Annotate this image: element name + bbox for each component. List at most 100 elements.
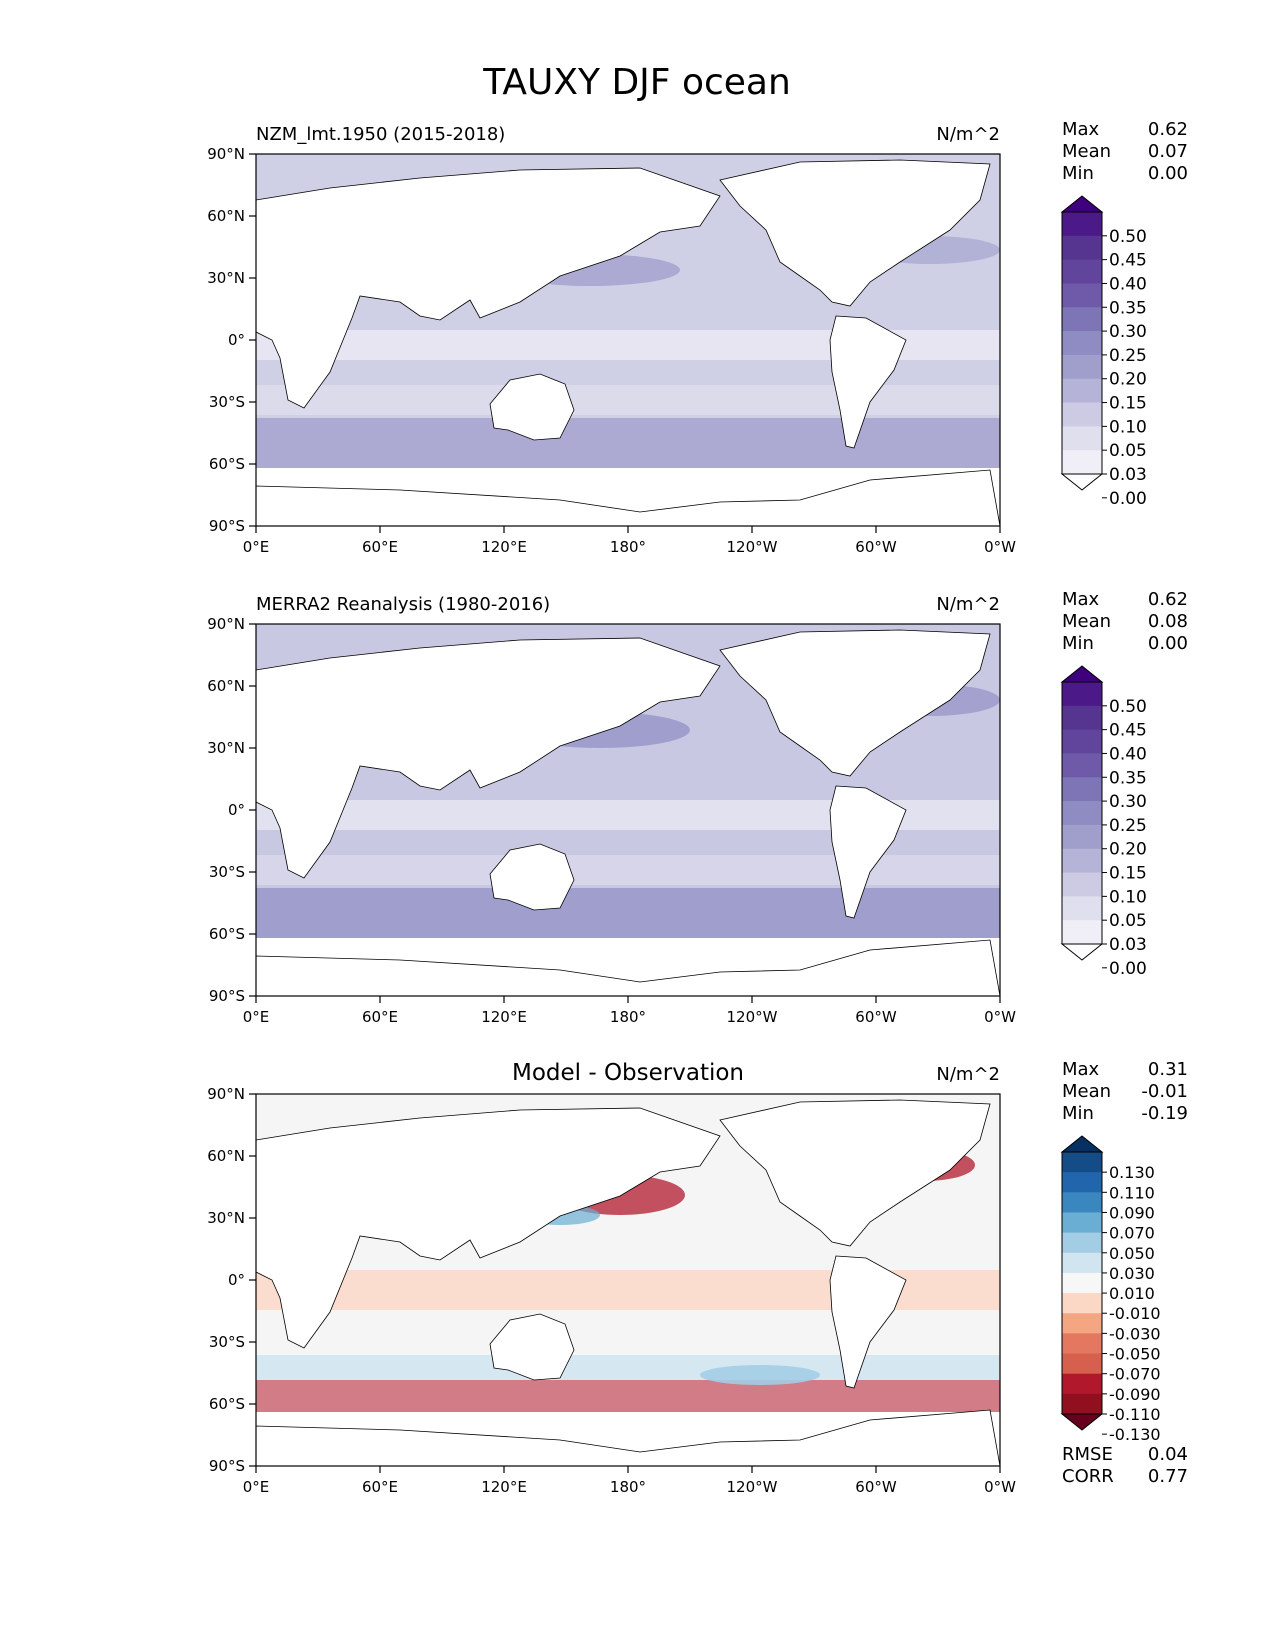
colorbar-tick-label: 0.30 — [1109, 792, 1147, 812]
metric-value-corr: 0.77 — [1148, 1466, 1188, 1487]
stat-label-max: Max — [1062, 1059, 1100, 1080]
lon-tick-label: 0°E — [243, 538, 270, 556]
lat-tick-label: 30°N — [207, 269, 245, 287]
colorbar-tick-label: 0.05 — [1109, 441, 1147, 461]
panel-observation: MERRA2 Reanalysis (1980-2016) N/m^2 90°N… — [207, 589, 1188, 1026]
colorbar-tick-label: 0.00 — [1109, 959, 1147, 979]
lat-tick-label: 30°S — [209, 1333, 245, 1351]
colorbar-tick-label: -0.070 — [1109, 1365, 1161, 1384]
lat-tick-label: 60°N — [207, 677, 245, 695]
map-plot — [256, 1094, 1000, 1466]
colorbar-segment — [1062, 1293, 1102, 1314]
land-south-america — [829, 315, 907, 449]
lat-tick-label: 60°S — [209, 1395, 245, 1413]
panel-model: NZM_lmt.1950 (2015-2018) N/m^2 90°N 60°N 3… — [207, 119, 1188, 556]
anomaly-south-pacific — [700, 1365, 820, 1385]
colorbar-tick-label: 0.45 — [1109, 721, 1147, 741]
band-midlat-negative — [256, 1355, 1000, 1380]
band-subtropics-south — [256, 855, 1000, 885]
colorbar-tick-label: 0.20 — [1109, 840, 1147, 860]
panel-units: N/m^2 — [936, 1064, 1000, 1085]
stat-label-mean: Mean — [1062, 611, 1111, 632]
land-south-america — [829, 785, 907, 919]
lon-tick-label: 120°E — [481, 1478, 527, 1496]
lat-tick-label: 0° — [228, 331, 245, 349]
land-australia — [489, 1313, 575, 1381]
colorbar-segment — [1062, 1252, 1102, 1274]
lat-tick-label: 90°S — [209, 517, 245, 535]
colorbar-segment — [1062, 1272, 1102, 1294]
colorbar-extend-min — [1060, 943, 1104, 961]
colorbar-segment — [1062, 1152, 1102, 1173]
band-southern-ocean — [256, 1380, 1000, 1412]
panel-title: MERRA2 Reanalysis (1980-2016) — [256, 594, 550, 615]
colorbar-extend-min — [1060, 1413, 1104, 1431]
colorbar-tick-label: 0.10 — [1109, 417, 1147, 437]
colorbar-extend-max — [1060, 195, 1104, 213]
map-plot — [256, 154, 1000, 526]
colorbar-segment — [1062, 920, 1102, 945]
colorbar-tick-label: 0.25 — [1109, 816, 1147, 836]
colorbar-segment — [1062, 801, 1102, 826]
colorbar-tick-label: 0.00 — [1109, 489, 1147, 509]
colorbar-segment — [1062, 1333, 1102, 1355]
colorbar-segment — [1062, 283, 1102, 308]
land-north-america — [719, 159, 991, 307]
colorbar-tick-label: 0.35 — [1109, 298, 1147, 318]
lat-tick-label: 0° — [228, 801, 245, 819]
lon-axis: 0°E 60°E 120°E 180° 120°W 60°W 0°W — [243, 996, 1016, 1026]
lon-tick-label: 0°W — [984, 1008, 1016, 1026]
lon-tick-label: 60°W — [855, 1008, 897, 1026]
band-southern-ocean — [256, 888, 1000, 938]
land-north-america — [719, 629, 991, 777]
metric-label-rmse: RMSE — [1062, 1444, 1113, 1465]
colorbar-tick-label: 0.35 — [1109, 768, 1147, 788]
colorbar-tick-label: 0.50 — [1109, 227, 1147, 247]
colorbar-segment — [1062, 450, 1102, 475]
lon-tick-label: 60°E — [362, 1478, 398, 1496]
lat-tick-label: 60°N — [207, 207, 245, 225]
stat-value-mean: -0.01 — [1141, 1081, 1188, 1102]
land-eurasia-africa — [256, 167, 721, 409]
band-subtropics-south — [256, 385, 1000, 415]
colorbar-segment — [1062, 896, 1102, 921]
colorbar-tick-label: 0.050 — [1109, 1244, 1155, 1263]
colorbar-tick-label: 0.45 — [1109, 251, 1147, 271]
lat-axis: 90°N 60°N 30°N 0° 30°S 60°S 90°S — [207, 1085, 256, 1475]
stat-value-min: 0.00 — [1148, 633, 1188, 654]
colorbar-tick-label: -0.030 — [1109, 1324, 1161, 1343]
colorbar-tick-label: 0.25 — [1109, 346, 1147, 366]
lon-tick-label: 0°E — [243, 1008, 270, 1026]
colorbar-segment — [1062, 753, 1102, 778]
lon-tick-label: 180° — [610, 1478, 646, 1496]
lon-tick-label: 0°W — [984, 538, 1016, 556]
land-eurasia-africa — [256, 1107, 721, 1349]
colorbar-tick-label: 0.30 — [1109, 322, 1147, 342]
colorbar-tick-label: 0.40 — [1109, 744, 1147, 764]
lon-tick-label: 120°W — [727, 1478, 778, 1496]
lat-tick-label: 60°S — [209, 925, 245, 943]
colorbar-tick-label: 0.110 — [1109, 1183, 1155, 1202]
land-antarctica — [256, 1409, 1000, 1466]
lat-tick-label: 60°N — [207, 1147, 245, 1165]
panel-title: NZM_lmt.1950 (2015-2018) — [256, 124, 505, 145]
stat-label-min: Min — [1062, 1103, 1094, 1124]
land-antarctica — [256, 939, 1000, 996]
colorbar-tick-label: 0.40 — [1109, 274, 1147, 294]
lat-tick-label: 90°S — [209, 1457, 245, 1475]
lon-tick-label: 0°W — [984, 1478, 1016, 1496]
lon-tick-label: 0°E — [243, 1478, 270, 1496]
band-southern-ocean — [256, 418, 1000, 468]
lon-axis: 0°E 60°E 120°E 180° 120°W 60°W 0°W — [243, 1466, 1016, 1496]
lon-axis: 0°E 60°E 120°E 180° 120°W 60°W 0°W — [243, 526, 1016, 556]
lat-axis: 90°N 60°N 30°N 0° 30°S 60°S 90°S — [207, 145, 256, 535]
lon-tick-label: 60°E — [362, 538, 398, 556]
colorbar: 0.50 0.45 0.40 0.35 0.30 0.25 0.20 0.15 0.10 0.05… — [1060, 665, 1147, 979]
colorbar-tick-label: 0.15 — [1109, 864, 1147, 884]
colorbar-segment — [1062, 1232, 1102, 1254]
colorbar-extend-max — [1060, 1135, 1104, 1153]
land-outlines — [256, 1099, 1000, 1466]
colorbar-segment — [1062, 235, 1102, 261]
colorbar-tick-label: 0.50 — [1109, 697, 1147, 717]
